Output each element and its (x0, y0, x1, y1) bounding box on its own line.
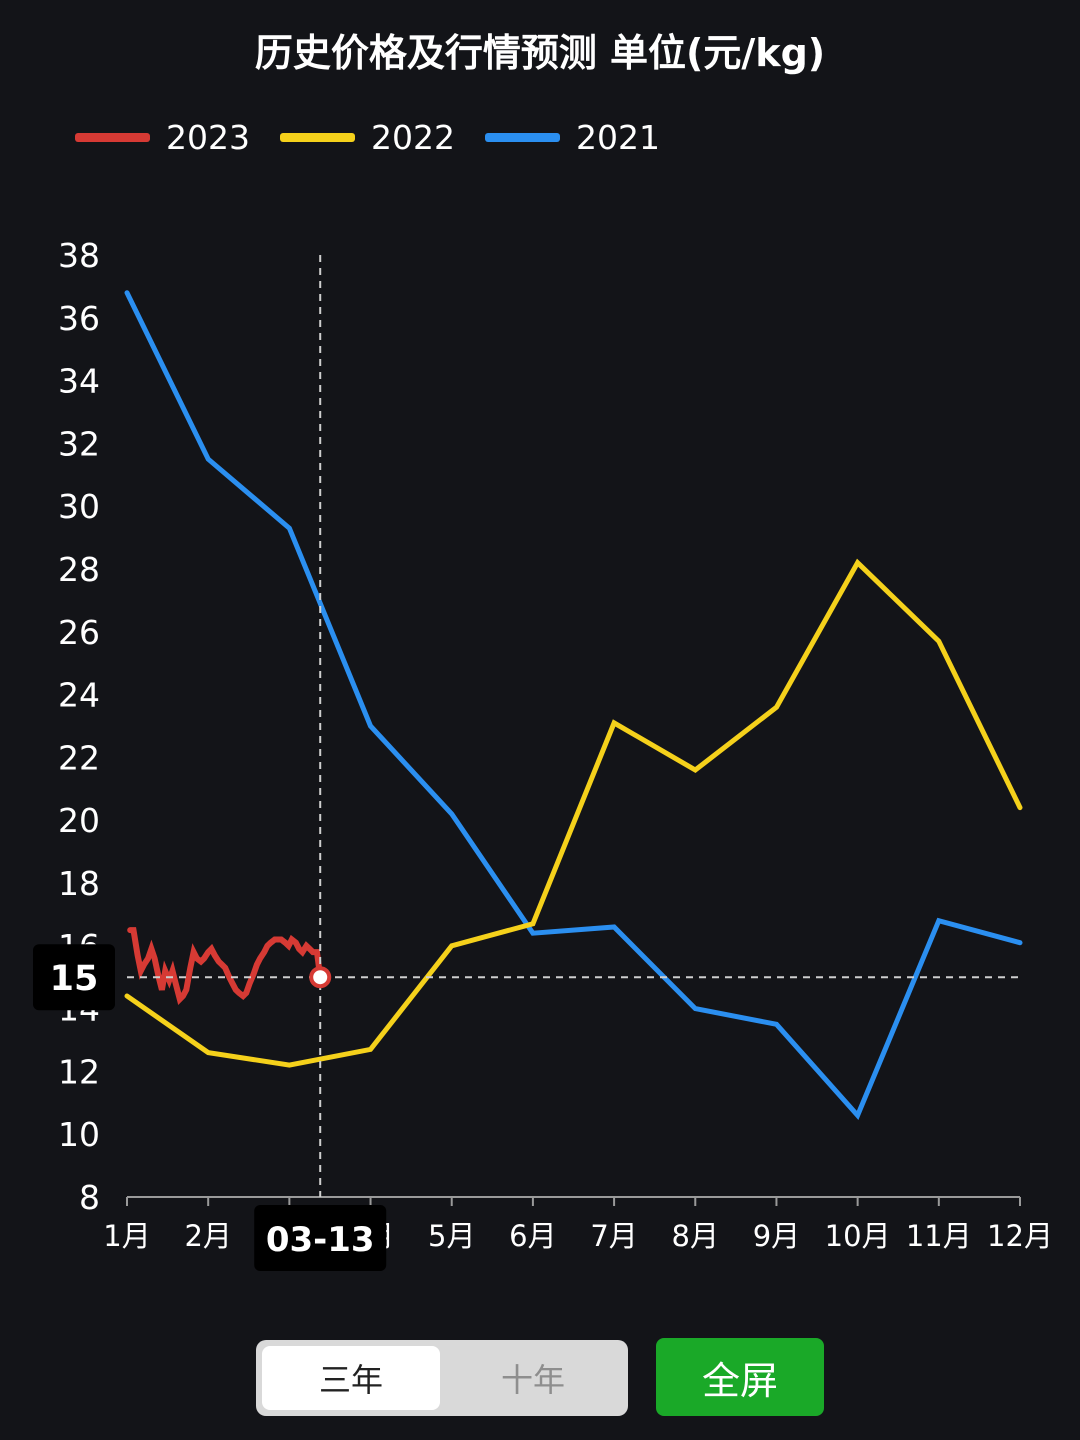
legend-swatch-2021 (484, 132, 560, 142)
y-tick-label: 28 (58, 550, 100, 589)
chart-legend: 2023 2022 2021 (75, 112, 690, 162)
y-tick-label: 20 (58, 801, 100, 840)
crosshair-y-badge (33, 944, 115, 1011)
legend-item-2022[interactable]: 2022 (279, 117, 455, 157)
x-tick-label: 8月 (672, 1219, 719, 1253)
x-tick-label: 10月 (825, 1219, 891, 1253)
series-line-2022 (124, 558, 1023, 1068)
y-tick-label: 36 (58, 299, 100, 338)
y-tick-label: 24 (58, 676, 100, 715)
three-year-tab[interactable]: 三年 (262, 1346, 440, 1410)
y-tick-label: 8 (79, 1178, 100, 1217)
y-tick-label: 12 (58, 1052, 100, 1091)
x-tick-label: 2月 (184, 1219, 231, 1253)
y-tick-label: 38 (58, 236, 100, 275)
range-segmented-control: 三年 十年 (256, 1340, 628, 1416)
line-chart[interactable]: 1月2月3月4月5月6月7月8月9月10月11月12月8101214161820… (0, 0, 1080, 1300)
legend-swatch-2023 (75, 132, 150, 142)
legend-label-2022: 2022 (370, 117, 455, 157)
y-tick-label: 22 (58, 738, 100, 777)
y-tick-label: 26 (58, 613, 100, 652)
x-tick-label: 5月 (428, 1219, 475, 1253)
crosshair-y-label: 15 (50, 959, 99, 999)
chart-title: 历史价格及行情预测 单位(元/kg) (254, 31, 826, 75)
x-tick-label: 9月 (753, 1219, 800, 1253)
x-tick-label: 6月 (509, 1219, 556, 1253)
y-tick-label: 30 (58, 487, 100, 526)
x-tick-label: 7月 (590, 1219, 637, 1253)
x-tick-label: 12月 (987, 1219, 1053, 1253)
crosshair-x-badge (254, 1205, 387, 1271)
y-tick-label: 34 (58, 362, 100, 401)
legend-swatch-2022 (279, 132, 355, 142)
legend-item-2023[interactable]: 2023 (75, 118, 250, 157)
fullscreen-button[interactable]: 全屏 (656, 1338, 824, 1416)
crosshair-x-label: 03-13 (266, 1220, 375, 1260)
legend-label-2021: 2021 (575, 117, 660, 157)
x-tick-label: 1月 (103, 1219, 150, 1253)
y-tick-label: 18 (58, 864, 100, 903)
legend-item-2021[interactable]: 2021 (484, 117, 660, 157)
ten-year-tab[interactable]: 十年 (500, 1361, 565, 1399)
legend-label-2023: 2023 (166, 117, 250, 157)
series-line-2021 (124, 290, 1023, 1121)
crosshair-point (309, 966, 332, 989)
y-tick-label: 10 (58, 1115, 100, 1154)
series-line-2023 (127, 927, 324, 1006)
y-tick-label: 32 (58, 424, 100, 463)
controls-bar: 三年 十年 全屏 (0, 1338, 1080, 1418)
x-tick-label: 11月 (906, 1219, 972, 1253)
